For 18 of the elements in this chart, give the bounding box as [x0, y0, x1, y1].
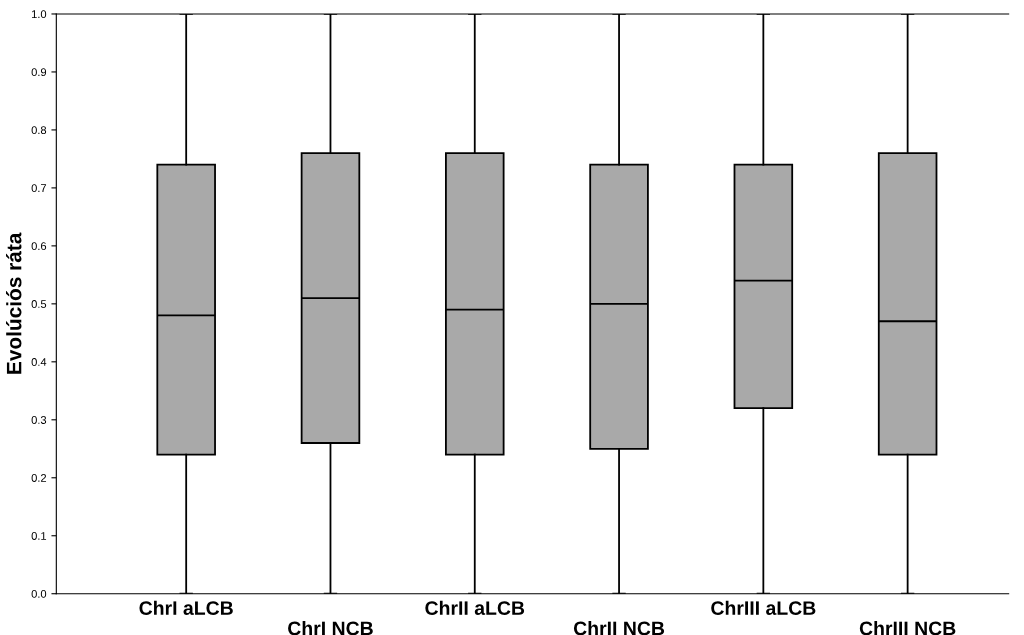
y-tick-label: 0.3: [31, 416, 47, 424]
x-tick-label: ChrII NCB: [573, 620, 665, 635]
y-tick-label: 0.4: [31, 358, 47, 366]
y-tick-label: 0.0: [31, 589, 47, 598]
y-tick-label: 0.8: [31, 126, 47, 135]
y-tick-label: 0.7: [31, 184, 47, 193]
y-tick-label: 1.0: [32, 10, 47, 19]
y-tick-label: 0.9: [31, 68, 47, 77]
x-tick-label: ChrII aLCB: [425, 600, 525, 615]
x-tick-label: ChrI aLCB: [139, 600, 233, 615]
x-tick-label: ChrI NCB: [288, 620, 373, 635]
y-tick-label: 0.6: [31, 242, 47, 251]
y-tick-label: 0.1: [31, 532, 47, 540]
y-tick-label: 0.2: [31, 474, 47, 482]
x-tick-label: ChrIII NCB: [859, 620, 956, 635]
y-axis-title: Evolúciós ráta: [5, 232, 22, 374]
y-tick-label: 0.5: [31, 300, 47, 308]
x-tick-label: ChrIII aLCB: [711, 600, 816, 615]
